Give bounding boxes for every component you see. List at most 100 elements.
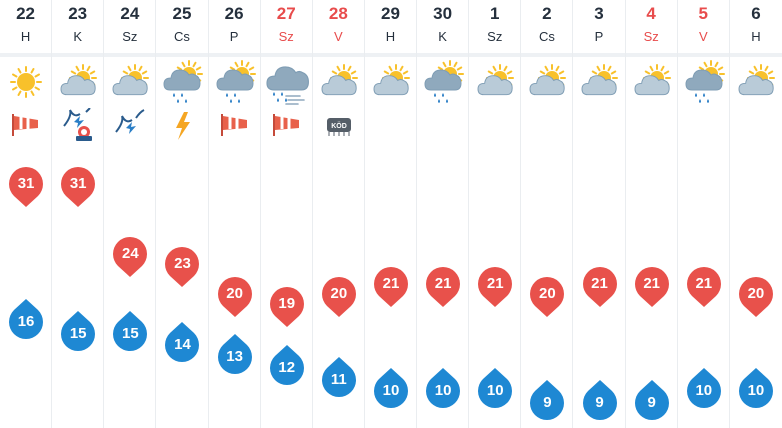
min-temp-marker: 15 [60,310,96,352]
max-temp-marker: 19 [269,286,305,328]
day-name: H [20,29,31,44]
lightning-icon [176,112,191,140]
max-temp-marker: 23 [164,246,200,288]
min-temp-value: 12 [278,359,296,376]
max-temp-value: 31 [69,175,87,192]
min-temp-value: 10 [382,382,400,399]
partly-cloudy-rain-icon [685,60,725,103]
max-temp-value: 21 [382,275,400,292]
day-column[interactable]: 3 P 21 9 [573,0,626,428]
day-number: 23 [68,4,88,23]
day-column[interactable]: 30 K 21 10 [417,0,470,428]
day-number: 25 [172,4,192,23]
max-temp-value: 21 [434,275,452,292]
day-column[interactable]: 6 H 20 10 [730,0,782,428]
partly-cloudy-rain-icon [424,60,465,103]
max-temp-marker: 24 [112,236,148,278]
min-temp-value: 10 [486,382,504,399]
max-temp-value: 21 [643,275,660,292]
partly-cloudy-rain-icon [163,60,204,103]
day-number: 29 [381,4,400,23]
min-temp-value: 16 [17,313,35,330]
max-temp-value: 20 [226,285,243,302]
min-temp-value: 15 [69,324,87,342]
min-temp-value: 11 [330,370,347,388]
day-number: 3 [594,4,604,23]
min-temp-marker: 15 [112,310,148,352]
max-temp-marker: 21 [373,266,409,308]
min-temp-marker: 10 [738,367,774,409]
min-temp-value: 9 [647,393,656,411]
min-temp-value: 14 [174,336,191,353]
max-temp-value: 20 [539,285,556,302]
partly-cloudy-icon [581,64,619,96]
day-number: 26 [224,4,244,23]
min-temp-marker: 9 [582,379,618,421]
partly-cloudy-icon [321,64,358,96]
partly-cloudy-icon [477,64,515,96]
day-name: K [438,29,447,44]
max-temp-value: 21 [591,275,608,292]
min-temp-marker: 10 [373,367,409,409]
day-column[interactable]: 26 P 20 13 [209,0,261,428]
max-temp-marker: 31 [60,166,96,208]
max-temp-value: 19 [278,295,296,312]
max-temp-marker: 21 [582,266,618,308]
partly-cloudy-icon [60,64,98,96]
windsock-icon [12,114,38,136]
min-temp-value: 10 [747,382,765,399]
partly-cloudy-icon [373,64,410,96]
day-number: 6 [751,4,761,23]
day-column[interactable]: 5 V 21 10 [678,0,730,428]
day-column[interactable]: 2 Cs 20 9 [521,0,574,428]
day-column[interactable]: 4 Sz 21 9 [626,0,678,428]
max-temp-marker: 20 [217,276,253,318]
day-name: H [385,29,396,44]
min-temp-marker: 10 [425,367,461,409]
day-column[interactable]: 1 Sz 21 10 [469,0,522,428]
partly-cloudy-icon [738,64,775,96]
day-column[interactable]: 22 H 31 16 [0,0,53,428]
day-number: 27 [276,4,296,23]
day-number: 28 [328,4,348,23]
partly-cloudy-icon [529,64,567,96]
day-number: 24 [120,4,140,23]
min-temp-marker: 16 [8,298,44,340]
day-number: 5 [698,4,709,23]
day-name: Sz [278,29,294,44]
partly-cloudy-icon [634,64,671,96]
header-divider [0,53,782,57]
min-temp-value: 9 [595,393,604,411]
min-temp-value: 13 [226,347,243,365]
sun-icon [10,66,42,98]
min-temp-marker: 9 [634,379,670,421]
day-column[interactable]: 29 H 21 10 [365,0,418,428]
day-number: 22 [16,4,36,23]
min-temp-value: 10 [434,382,452,399]
max-temp-marker: 20 [321,276,357,318]
max-temp-value: 20 [747,285,765,302]
max-temp-marker: 21 [477,266,513,308]
partly-cloudy-rain-icon [216,60,256,103]
min-temp-marker: 10 [686,367,722,409]
max-temp-marker: 21 [686,266,722,308]
partly-cloudy-icon [112,64,150,96]
day-name: Cs [174,29,190,44]
max-temp-value: 20 [330,285,348,302]
svg-text:KÖD: KÖD [331,121,347,130]
day-column[interactable]: 23 K 31 15 [52,0,105,428]
min-temp-marker: 11 [321,356,357,398]
max-temp-marker: 21 [425,266,461,308]
max-temp-marker: 20 [738,276,774,318]
min-temp-marker: 12 [269,344,305,386]
fog-icon: KÖD [326,118,351,136]
day-name: P [229,29,239,44]
lightning-warning-icon [115,109,145,134]
day-column[interactable]: 28 V KÖD 20 11 [313,0,365,428]
day-column[interactable]: 27 Sz 19 12 [261,0,313,428]
day-column[interactable]: 25 Cs 23 14 [156,0,209,428]
day-column[interactable]: 24 Sz 24 15 [104,0,157,428]
min-temp-marker: 14 [164,321,200,363]
min-temp-value: 10 [695,382,713,399]
